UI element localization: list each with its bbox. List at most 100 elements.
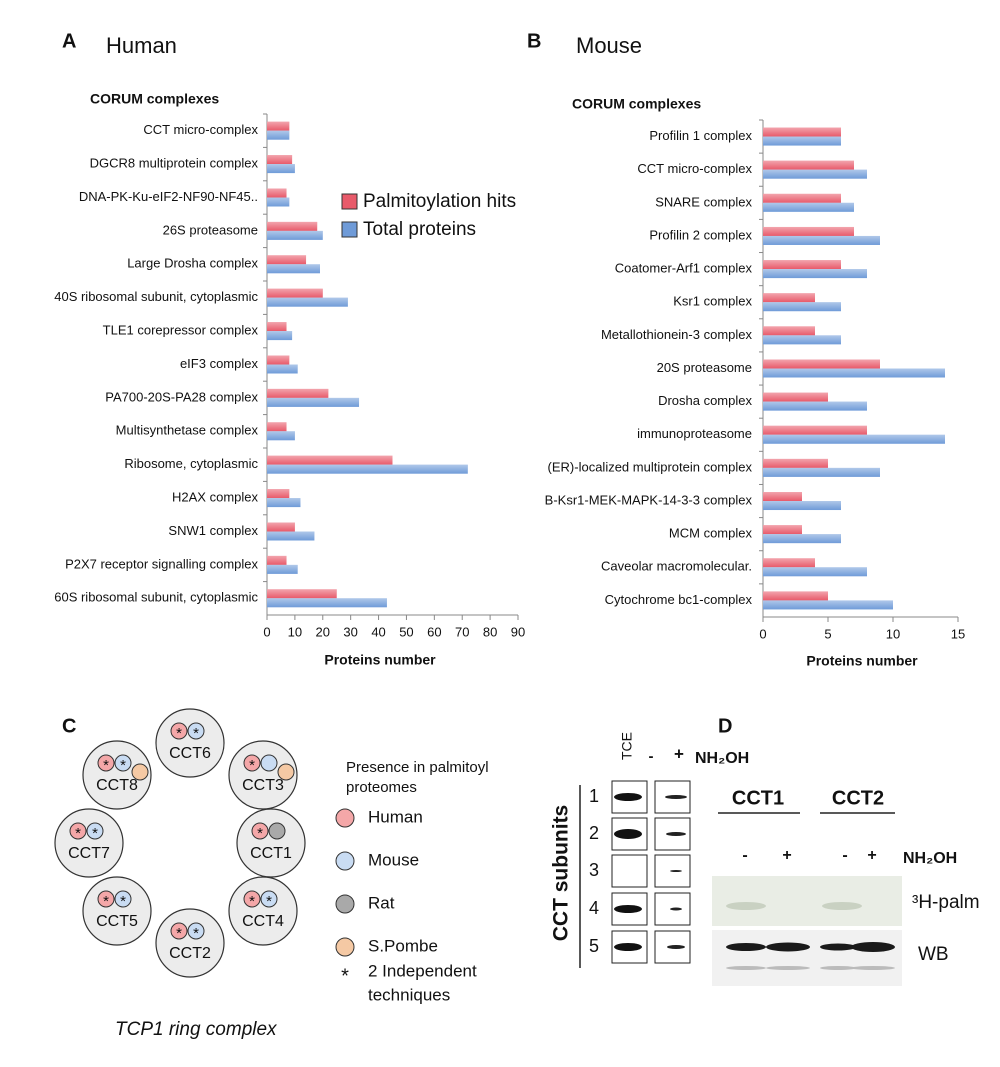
bar-shine [763,600,893,610]
subunit-label: CCT3 [242,777,284,794]
bar-shine [763,368,945,378]
bar-shine [267,230,323,240]
panel-label: A [62,30,76,52]
bar-shine [267,188,287,198]
legend-swatch [341,221,358,238]
bar-shine [267,422,287,432]
category-label: Metallothionein-3 complex [601,327,753,342]
bar-shine [763,160,854,170]
category-label: (ER)-localized multiprotein complex [548,459,753,474]
bar-shine [763,567,867,577]
species-dot [243,754,261,772]
species-dot [187,922,205,940]
category-label: TLE1 corepressor complex [103,323,259,338]
row-label: 5 [589,936,599,956]
band [670,907,682,911]
species-dot [114,754,132,772]
blot-label: WB [918,944,949,965]
bar-shine [763,193,841,203]
band [667,945,685,949]
band [726,902,766,910]
bar-shine [763,293,815,303]
subunit-circle [236,808,306,878]
bar-shine [763,335,841,345]
bar-shine [763,425,867,435]
category-label: H2AX complex [172,490,258,505]
band [851,966,895,970]
subunit-circle [228,876,298,946]
bar-shine [267,264,320,274]
star: * [193,925,199,942]
wb-panel [712,930,902,986]
category-label: Coatomer-Arf1 complex [615,261,753,276]
star: * [249,893,255,910]
band [822,902,862,910]
bar-shine [267,197,290,207]
blot-box [654,854,691,888]
category-label: DNA-PK-Ku-eIF2-NF90-NF45.. [79,189,258,204]
panel-label: D [718,715,732,737]
bar-shine [267,364,298,374]
bar-shine [763,392,828,402]
category-label: CCT micro-complex [637,161,752,176]
subunit-label: CCT4 [242,913,284,930]
legend-label: Rat [368,893,395,912]
blot-label: ³H-palm [912,892,980,913]
bar-shine [763,467,880,477]
category-label: 60S ribosomal subunit, cytoplasmic [54,590,258,605]
legend-label: Mouse [368,850,419,869]
band [614,943,642,951]
species-dot [114,890,132,908]
bar-shine [763,302,841,312]
subunit-circle [54,808,124,878]
bar-shine [763,525,802,535]
bar-shine [763,269,867,279]
star: * [193,725,199,742]
species-dot [277,763,295,781]
palm-panel [712,876,902,926]
bar-shine [267,464,468,474]
bar-shine [267,531,315,541]
band [766,966,810,970]
bar-shine [267,498,301,508]
bar-shine [267,522,295,532]
legend-label: Palmitoylation hits [363,191,516,212]
lane-label: - [842,847,847,864]
legend-dot [335,937,355,957]
bar-shine [267,355,290,365]
bar-shine [763,458,828,468]
bar-shine [763,401,867,411]
band [820,943,856,951]
chart-title: Mouse [576,33,642,58]
band [614,905,642,913]
bar-shine [763,558,815,568]
lane-label: + [674,744,684,763]
category-label: Caveolar macromolecular. [601,559,752,574]
row-label: 3 [589,860,599,880]
category-label: Large Drosha complex [127,256,258,271]
subunit-label: CCT7 [68,845,110,862]
legend-label: techniques [368,985,450,1004]
band [665,795,687,799]
bar-shine [267,431,295,441]
group-label: CCT2 [832,787,884,809]
category-label: SNARE complex [655,194,752,209]
band [726,966,766,970]
band [726,943,766,951]
x-tick-label: 15 [951,626,965,641]
bar-shine [267,331,293,341]
caption: TCP1 ring complex [115,1019,278,1040]
species-dot [97,890,115,908]
bar-shine [763,127,841,137]
bar-shine [763,202,854,212]
species-dot [69,822,87,840]
bar-shine [763,534,841,544]
category-label: Ksr1 complex [673,294,752,309]
x-tick-label: 30 [343,624,357,639]
bar-shine [267,288,323,298]
bar-shine [763,226,854,236]
star: * [176,725,182,742]
bar-shine [267,255,307,265]
legend-dot [335,808,355,828]
